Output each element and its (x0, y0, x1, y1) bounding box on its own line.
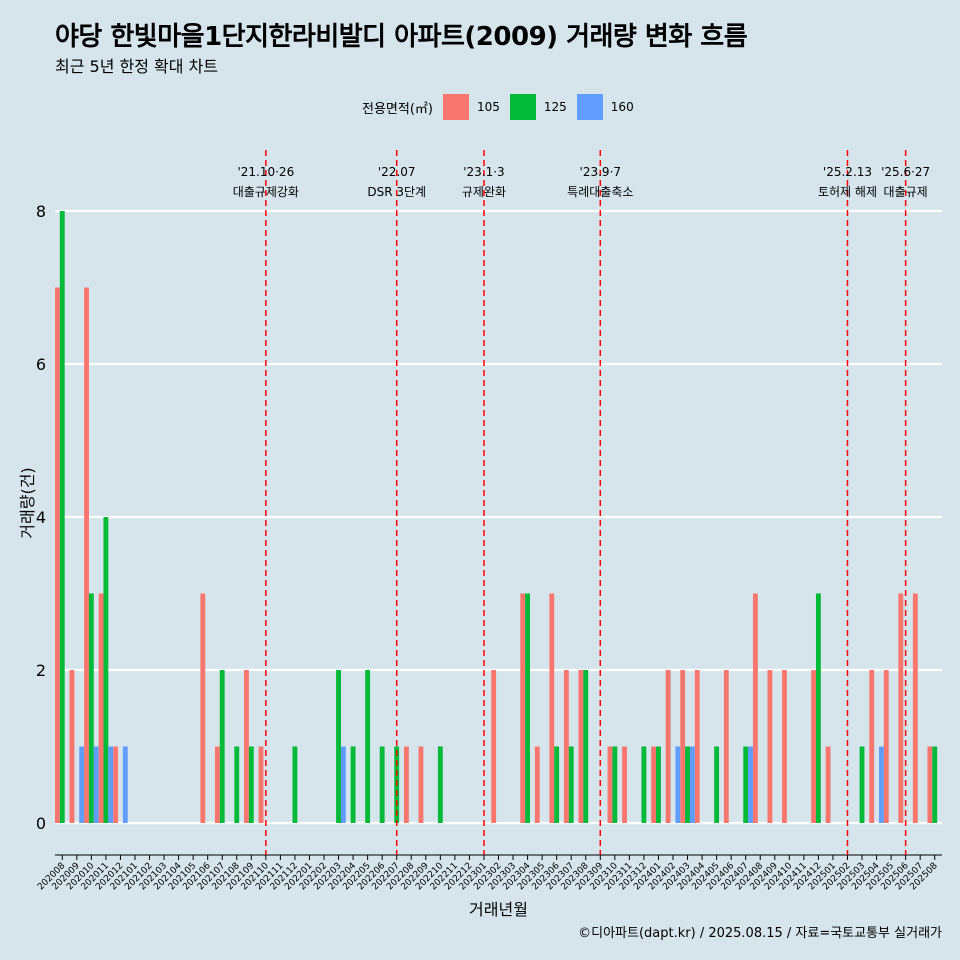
bar-125-202008 (59, 211, 65, 823)
event-label-202301: 규제완화 (462, 185, 506, 199)
x-axis-title: 거래년월 (469, 900, 528, 919)
bar-125-202108 (234, 746, 240, 823)
bar-105-202011 (98, 593, 104, 823)
event-label-202110: 대출규제강화 (233, 185, 299, 199)
bar-105-202412 (811, 670, 816, 823)
bar-105-202508 (927, 746, 933, 823)
bar-105-202008 (55, 287, 60, 823)
bar-105-202507 (912, 593, 918, 823)
bar-160-202403 (689, 746, 695, 823)
bar-105-202501 (825, 746, 831, 823)
legend-label-125: 125 (543, 100, 567, 114)
bar-105-202009 (69, 670, 75, 823)
y-tick-label-0: 0 (36, 814, 46, 833)
bar-125-202503 (859, 746, 865, 823)
bar-125-202107 (219, 670, 225, 823)
bar-125-202206 (379, 746, 385, 823)
bar-105-202310 (607, 746, 613, 823)
bar-105-202408 (752, 593, 758, 823)
bar-105-202306 (549, 593, 555, 823)
bar-105-202406 (723, 670, 729, 823)
bar-125-202407 (743, 746, 749, 823)
bar-105-202307 (563, 670, 569, 823)
bar-160-202011 (108, 746, 114, 823)
bar-125-202307 (568, 746, 574, 823)
y-tick-label-4: 4 (36, 508, 46, 527)
bar-125-202412 (815, 593, 821, 823)
bar-105-202106 (200, 593, 206, 823)
event-date-202506: '25.6·27 (881, 165, 930, 179)
bar-160-202009 (79, 746, 85, 823)
bar-160-202504 (878, 746, 884, 823)
y-tick-label-8: 8 (36, 202, 46, 221)
event-label-202502: 토허제 해제 (818, 185, 877, 199)
event-label-202207: DSR 3단계 (367, 185, 426, 199)
legend-label-105: 105 (476, 100, 500, 114)
bar-105-202404 (694, 670, 700, 823)
bar-160-202203 (340, 746, 346, 823)
bar-125-202405 (714, 746, 720, 823)
legend-title: 전용면적(㎡) (362, 101, 433, 117)
bar-105-202304 (520, 593, 526, 823)
bar-105-202506 (898, 593, 904, 823)
bar-105-202505 (883, 670, 889, 823)
chart-title: 야당 한빛마을1단지한라비발디 아파트(2009) 거래량 변화 흐름 (55, 22, 748, 52)
y-tick-label-2: 2 (36, 661, 46, 680)
bar-105-202109 (244, 670, 249, 823)
bar-105-202311 (622, 746, 627, 823)
bar-125-202109 (248, 746, 254, 823)
bar-105-202410 (782, 670, 787, 823)
bar-160-202402 (675, 746, 681, 823)
legend-key-160 (576, 94, 603, 120)
bar-125-202210 (437, 746, 443, 823)
bar-125-202312 (641, 746, 647, 823)
bar-125-202401 (656, 746, 661, 823)
bar-125-202205 (365, 670, 371, 823)
bar-105-202305 (534, 746, 540, 823)
bar-160-202407 (748, 746, 753, 823)
event-date-202207: '22.07 (378, 165, 416, 179)
legend-key-105 (442, 94, 469, 120)
bar-105-202504 (869, 670, 875, 823)
bar-105-202308 (578, 670, 584, 823)
event-date-202110: '21.10·26 (237, 165, 294, 179)
chart-subtitle: 최근 5년 한정 확대 차트 (55, 57, 219, 76)
bar-105-202401 (651, 746, 657, 823)
bar-105-202010 (84, 287, 89, 823)
event-date-202301: '23.1·3 (463, 165, 504, 179)
legend-label-160: 160 (610, 100, 634, 114)
bar-105-202402 (665, 670, 671, 823)
legend: 전용면적(㎡) 105 125 160 (362, 93, 644, 121)
bar-105-202110 (258, 746, 264, 823)
source-caption: ©디아파트(dapt.kr) / 2025.08.15 / 자료=국토교통부 실… (578, 926, 942, 941)
y-axis-title: 거래량(건) (18, 467, 37, 538)
event-date-202502: '25.2.13 (823, 165, 872, 179)
bar-125-202011 (103, 517, 109, 823)
bar-160-202012 (122, 746, 128, 823)
bar-105-202208 (403, 746, 409, 823)
bar-105-202209 (418, 746, 424, 823)
y-tick-label-6: 6 (36, 355, 46, 374)
bar-105-202107 (214, 746, 220, 823)
bar-125-202203 (336, 670, 341, 823)
bar-125-202508 (932, 746, 938, 823)
bar-105-202403 (680, 670, 686, 823)
event-label-202506: 대출규제 (884, 185, 928, 199)
bar-105-202409 (767, 670, 773, 823)
legend-key-125 (509, 94, 536, 120)
bar-105-202012 (113, 746, 119, 823)
bar-125-202204 (350, 746, 356, 823)
bar-125-202310 (612, 746, 618, 823)
bar-125-202112 (292, 746, 298, 823)
event-date-202309: '23.9·7 (580, 165, 621, 179)
bar-125-202403 (685, 746, 690, 823)
bar-105-202302 (491, 670, 497, 823)
bar-125-202010 (88, 593, 94, 823)
bar-125-202306 (554, 746, 560, 823)
bar-125-202304 (525, 593, 531, 823)
bar-125-202308 (583, 670, 589, 823)
bar-160-202010 (93, 746, 99, 823)
event-label-202309: 특례대출축소 (567, 185, 633, 199)
